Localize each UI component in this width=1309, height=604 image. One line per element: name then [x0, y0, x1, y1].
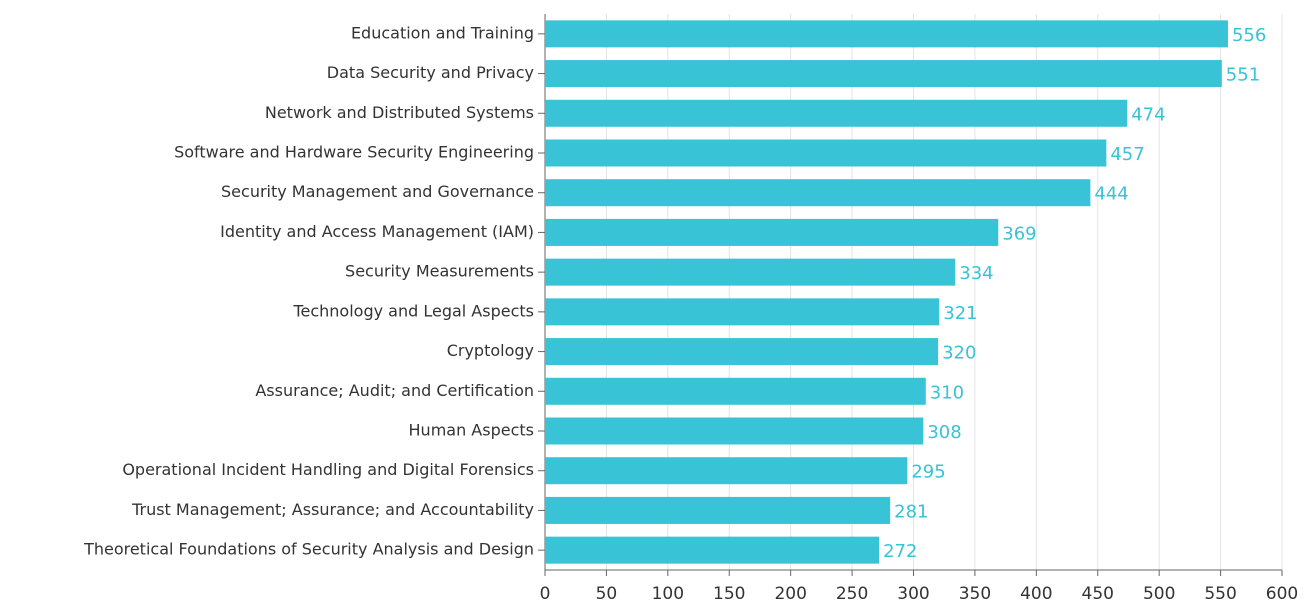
y-tick-label: Education and Training: [351, 23, 534, 42]
x-tick-label: 0: [540, 584, 551, 604]
value-label: 310: [930, 382, 964, 403]
x-tick-label: 250: [836, 584, 868, 604]
x-tick-label: 550: [1204, 584, 1236, 604]
value-label: 551: [1226, 65, 1260, 86]
x-tick-label: 350: [959, 584, 991, 604]
y-tick-label: Software and Hardware Security Engineeri…: [174, 143, 534, 162]
bar: [545, 258, 956, 286]
y-tick-label: Security Management and Governance: [221, 182, 534, 201]
value-label: 295: [911, 462, 945, 483]
y-tick-label: Network and Distributed Systems: [265, 103, 534, 122]
y-tick-label: Human Aspects: [409, 421, 534, 440]
x-tick-label: 50: [596, 584, 618, 604]
x-tick-label: 500: [1143, 584, 1175, 604]
x-tick-label: 400: [1020, 584, 1052, 604]
value-label: 334: [959, 263, 993, 284]
x-tick-label: 600: [1266, 584, 1298, 604]
value-label: 321: [943, 303, 977, 324]
value-label: 457: [1110, 144, 1144, 165]
y-tick-label: Security Measurements: [345, 262, 534, 281]
bar: [545, 298, 940, 326]
value-label: 320: [942, 343, 976, 364]
bar: [545, 60, 1222, 88]
bar: [545, 218, 999, 246]
y-tick-label: Theoretical Foundations of Security Anal…: [83, 540, 534, 559]
value-label: 444: [1094, 184, 1128, 205]
y-tick-label: Trust Management; Assurance; and Account…: [131, 500, 534, 519]
y-tick-label: Data Security and Privacy: [327, 63, 534, 82]
x-tick-label: 450: [1082, 584, 1114, 604]
y-tick-label: Technology and Legal Aspects: [292, 301, 534, 320]
bar: [545, 417, 924, 445]
value-label: 474: [1131, 104, 1165, 125]
bar: [545, 457, 908, 485]
bar: [545, 99, 1128, 127]
bar: [545, 179, 1091, 207]
bar: [545, 338, 939, 366]
bar: [545, 377, 926, 405]
y-tick-label: Cryptology: [447, 341, 534, 360]
value-label: 556: [1232, 25, 1266, 46]
y-tick-label: Assurance; Audit; and Certification: [255, 381, 534, 400]
value-label: 308: [927, 422, 961, 443]
bar: [545, 139, 1107, 167]
x-tick-label: 150: [713, 584, 745, 604]
bar: [545, 20, 1228, 48]
y-tick-label: Operational Incident Handling and Digita…: [122, 460, 534, 479]
y-tick-label: Identity and Access Management (IAM): [220, 222, 534, 241]
x-tick-label: 300: [897, 584, 929, 604]
x-tick-label: 200: [774, 584, 806, 604]
value-label: 272: [883, 541, 917, 562]
x-tick-label: 100: [652, 584, 684, 604]
value-label: 369: [1002, 223, 1036, 244]
bar: [545, 536, 880, 564]
value-label: 281: [894, 501, 928, 522]
bar: [545, 496, 891, 524]
